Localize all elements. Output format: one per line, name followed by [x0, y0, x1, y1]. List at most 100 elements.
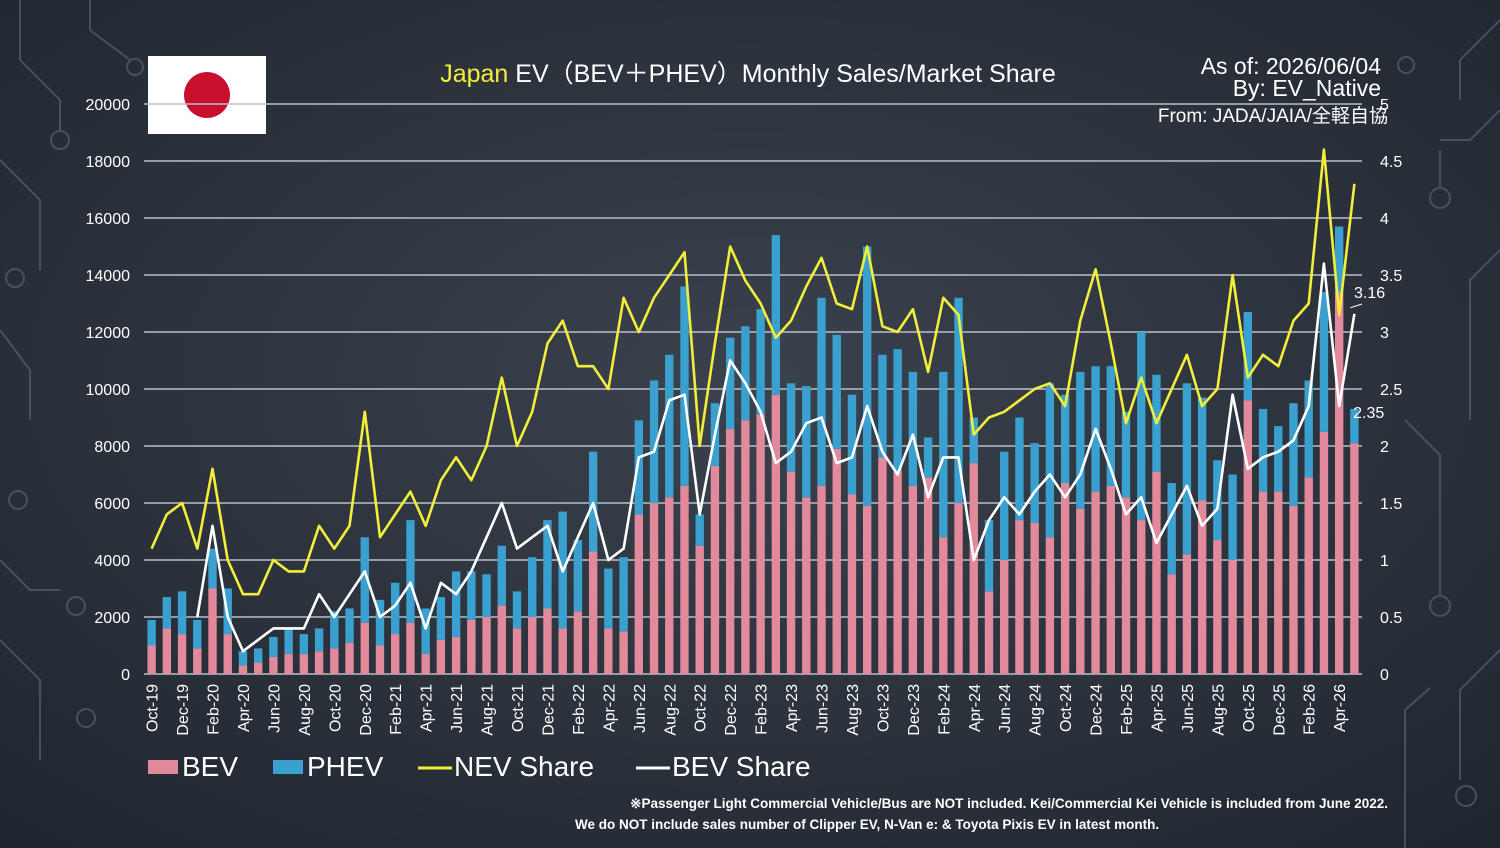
bar-bev [314, 651, 324, 674]
circuit-line [1469, 249, 1500, 420]
title-country: Japan [440, 60, 508, 88]
bar-phev [436, 597, 446, 640]
bar-phev [162, 597, 172, 629]
x-tick-label: Feb-22 [571, 684, 588, 735]
bar-bev [330, 648, 339, 674]
x-tick-label: Jun-24 [997, 684, 1014, 733]
circuit-line [1459, 649, 1500, 780]
circuit-node [1397, 56, 1415, 74]
bar-phev [254, 648, 263, 663]
x-tick-label: Feb-24 [936, 684, 953, 735]
bar-bev [573, 611, 583, 674]
bar-bev [543, 608, 552, 674]
x-tick-label: Jun-22 [632, 684, 649, 733]
bar-bev [1137, 520, 1146, 674]
circuit-line [1440, 109, 1500, 141]
x-tick-label: Oct-23 [875, 684, 892, 732]
bar-phev [1274, 426, 1283, 492]
bar-bev [391, 634, 400, 674]
right-y-tick-label: 1 [1380, 553, 1389, 570]
bar-bev [984, 591, 994, 674]
circuit-node [5, 268, 25, 288]
bar-bev [238, 665, 248, 674]
x-tick-label: Oct-25 [1241, 684, 1258, 732]
left-y-tick-label: 10000 [86, 382, 131, 399]
circuit-line [0, 159, 41, 270]
bar-phev [284, 628, 293, 655]
nev-share-line [150, 148, 1356, 596]
bar-phev [451, 571, 461, 637]
bar-phev [847, 394, 857, 495]
circuit-node [126, 58, 144, 76]
x-tick-label: Feb-25 [1119, 684, 1136, 735]
x-tick-label: Aug-23 [845, 684, 862, 736]
right-y-tick-label: 2 [1380, 439, 1389, 456]
bar-phev [863, 246, 872, 506]
bar-phev [1243, 312, 1252, 401]
right-y-tick-label: 3 [1380, 325, 1389, 342]
bar-phev [802, 386, 811, 498]
bar-phev [543, 520, 552, 609]
x-tick-label: Jun-20 [266, 684, 283, 733]
bar-bev [1167, 574, 1176, 674]
circuit-node [50, 130, 70, 150]
legend: BEV PHEV NEV Share BEV Share [148, 751, 811, 782]
x-tick-label: Apr-21 [419, 684, 436, 732]
bar-phev [330, 611, 339, 649]
bar-bev [467, 619, 476, 674]
bar-phev [604, 568, 613, 629]
bar-bev [969, 463, 978, 674]
legend-swatch-phev [273, 760, 303, 774]
flag-sun-disc [184, 72, 230, 118]
bar-phev [984, 520, 994, 592]
bar-bev [1182, 554, 1192, 674]
bar-phev [1167, 483, 1176, 575]
x-tick-label: Apr-24 [967, 684, 984, 732]
bar-phev [314, 628, 324, 652]
bar-bev [1121, 497, 1131, 674]
right-y-axis: 0 0.5 1 1.5 2 2.5 3 3.5 4 4.5 5 [1380, 97, 1402, 684]
bar-bev [710, 465, 720, 674]
bar-bev [680, 485, 689, 674]
bar-bev [1274, 491, 1283, 674]
bar-bev [254, 662, 263, 674]
bar-bev [817, 485, 826, 674]
bar-bev [193, 648, 202, 674]
bar-bev [725, 428, 735, 674]
circuit-line [0, 639, 41, 760]
bar-bev [1106, 485, 1115, 674]
bar-phev [299, 634, 309, 655]
left-y-tick-label: 4000 [94, 553, 130, 570]
x-tick-label: Aug-25 [1210, 684, 1227, 736]
x-tick-label: Dec-21 [540, 684, 557, 736]
x-tick-label: Feb-26 [1302, 684, 1319, 735]
bar-phev [1000, 451, 1009, 560]
bar-bev [1030, 522, 1039, 674]
bar-phev [741, 326, 750, 421]
bar-phev [512, 591, 522, 629]
left-y-tick-label: 20000 [86, 97, 131, 114]
bar-phev [893, 349, 902, 472]
bar-phev [345, 608, 354, 643]
right-y-tick-label: 4.5 [1380, 154, 1402, 171]
bar-bev [451, 636, 461, 674]
bar-phev [391, 582, 400, 635]
right-y-tick-label: 1.5 [1380, 496, 1402, 513]
circuit-line [1404, 687, 1431, 848]
bar-phev [649, 380, 659, 503]
bar-bev [284, 654, 293, 674]
bar-bev [345, 642, 354, 674]
right-y-tick-label: 2.5 [1380, 382, 1402, 399]
circuit-line [0, 559, 60, 591]
x-tick-label: Apr-26 [1332, 684, 1349, 732]
bar-bev [908, 485, 918, 674]
x-tick-label: Jun-25 [1180, 684, 1197, 733]
title-rest: EV（BEV＋PHEV）Monthly Sales/Market Share [508, 60, 1055, 88]
left-y-tick-label: 18000 [86, 154, 131, 171]
bar-bev [147, 645, 156, 674]
right-y-tick-label: 4 [1380, 211, 1389, 228]
footnote-line-1: ※Passenger Light Commercial Vehicle/Bus … [630, 796, 1388, 811]
bar-bev [177, 634, 187, 674]
x-tick-label: Dec-20 [358, 684, 375, 736]
legend-label-bev-share: BEV Share [672, 751, 811, 782]
